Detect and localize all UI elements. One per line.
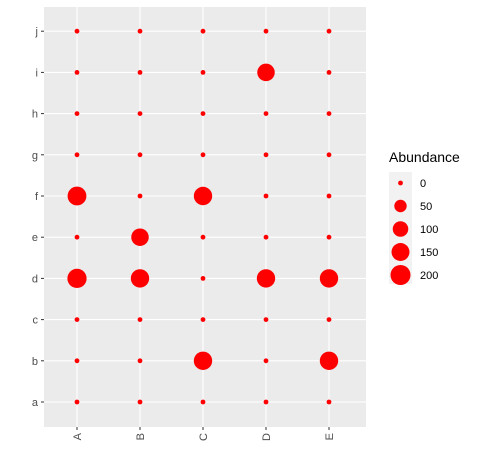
y-tick-label-a: a bbox=[32, 397, 39, 409]
y-axis: a b c d e f g h i j bbox=[32, 26, 44, 409]
point-C-a bbox=[200, 399, 206, 405]
point-A-e bbox=[74, 234, 80, 240]
legend-title: Abundance bbox=[389, 149, 460, 165]
point-D-b bbox=[263, 358, 269, 364]
point-A-d bbox=[67, 268, 87, 289]
point-E-j bbox=[326, 28, 332, 34]
point-D-g bbox=[263, 152, 269, 158]
legend-items: 0 50 100 150 200 bbox=[390, 178, 438, 285]
point-B-f bbox=[137, 193, 143, 199]
point-C-f bbox=[193, 186, 213, 206]
point-A-g bbox=[74, 152, 80, 158]
point-D-h bbox=[263, 111, 269, 116]
point-B-c bbox=[137, 317, 143, 322]
point-D-e bbox=[263, 234, 269, 240]
point-E-e bbox=[326, 234, 332, 240]
point-D-a bbox=[263, 399, 269, 405]
x-axis: A B C D E bbox=[72, 427, 336, 441]
point-C-g bbox=[200, 152, 206, 158]
legend-label-150: 150 bbox=[420, 247, 438, 259]
x-tick-label-C: C bbox=[198, 433, 210, 441]
legend-key-200 bbox=[390, 265, 411, 285]
point-E-d bbox=[319, 269, 339, 288]
y-tick-label-f: f bbox=[35, 191, 39, 203]
y-tick-label-c: c bbox=[33, 315, 39, 327]
x-tick-label-D: D bbox=[261, 433, 273, 441]
point-E-f bbox=[326, 193, 332, 199]
point-B-h bbox=[137, 111, 143, 116]
point-D-d bbox=[256, 269, 276, 288]
point-C-h bbox=[200, 111, 206, 116]
point-B-j bbox=[137, 28, 143, 34]
point-C-e bbox=[200, 234, 206, 240]
x-tick-label-E: E bbox=[324, 433, 336, 440]
point-A-a bbox=[74, 399, 80, 405]
legend-key-0 bbox=[398, 180, 403, 186]
point-C-c bbox=[200, 317, 206, 322]
point-D-f bbox=[263, 193, 269, 199]
x-tick-label-A: A bbox=[72, 432, 84, 440]
legend-label-50: 50 bbox=[420, 201, 432, 213]
point-B-b bbox=[137, 358, 143, 364]
point-B-a bbox=[137, 399, 143, 405]
point-C-i bbox=[200, 70, 206, 75]
legend-label-100: 100 bbox=[420, 224, 438, 236]
y-tick-label-d: d bbox=[32, 273, 38, 285]
y-tick-label-g: g bbox=[32, 150, 38, 162]
point-E-h bbox=[326, 111, 332, 116]
point-D-c bbox=[263, 317, 269, 322]
point-C-b bbox=[193, 351, 213, 370]
legend-label-200: 200 bbox=[420, 270, 438, 282]
point-E-c bbox=[326, 317, 332, 322]
y-tick-label-i: i bbox=[36, 67, 38, 79]
point-E-b bbox=[319, 351, 339, 370]
data-points bbox=[67, 28, 339, 405]
point-A-c bbox=[74, 317, 80, 322]
legend-label-0: 0 bbox=[420, 178, 426, 190]
point-A-f bbox=[67, 186, 87, 206]
point-B-e bbox=[131, 228, 149, 246]
point-A-i bbox=[74, 70, 80, 75]
point-B-g bbox=[137, 152, 143, 158]
point-C-j bbox=[200, 28, 206, 34]
legend-key-50 bbox=[394, 199, 407, 213]
x-tick-label-B: B bbox=[135, 433, 147, 440]
y-tick-label-e: e bbox=[32, 232, 38, 244]
point-E-i bbox=[326, 70, 332, 75]
y-tick-label-b: b bbox=[32, 356, 38, 368]
point-B-i bbox=[137, 70, 143, 75]
y-tick-label-j: j bbox=[35, 26, 38, 38]
legend-key-150 bbox=[391, 243, 410, 261]
y-tick-label-h: h bbox=[32, 109, 38, 121]
point-E-a bbox=[326, 399, 332, 405]
point-E-g bbox=[326, 152, 332, 158]
legend-key-100 bbox=[392, 221, 409, 237]
point-D-i bbox=[257, 63, 275, 82]
point-B-d bbox=[130, 269, 150, 288]
point-A-j bbox=[74, 28, 80, 34]
point-A-h bbox=[74, 111, 80, 116]
point-A-b bbox=[74, 358, 80, 364]
point-D-j bbox=[263, 28, 269, 34]
legend: Abundance 0 50 100 150 200 bbox=[389, 149, 460, 285]
point-C-d bbox=[200, 276, 206, 281]
